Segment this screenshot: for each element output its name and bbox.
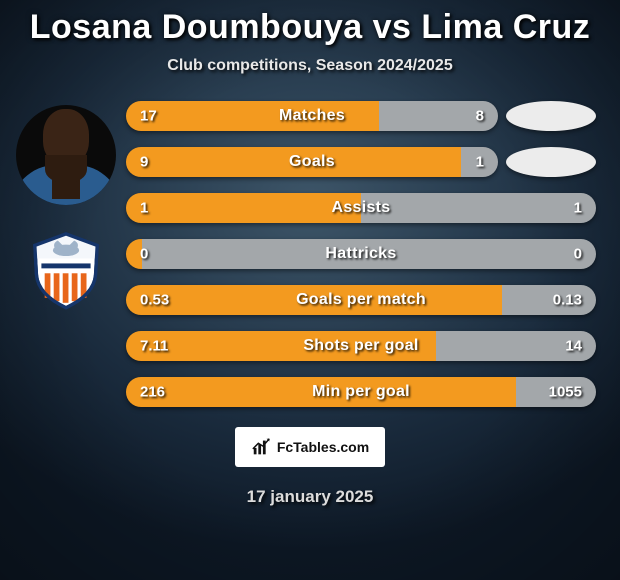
left-value: 7.11: [140, 338, 168, 355]
left-value: 9: [140, 154, 148, 171]
stat-bar: 0 0 Hattricks: [126, 239, 596, 269]
stat-row: 0.53 0.13 Goals per match: [126, 285, 596, 315]
stat-row: 7.11 14 Shots per goal: [126, 331, 596, 361]
bar-left-fill: [126, 193, 361, 223]
date-label: 17 january 2025: [247, 487, 374, 507]
stat-row: 17 8 Matches: [126, 101, 596, 131]
stat-bar: 216 1055 Min per goal: [126, 377, 596, 407]
metric-label: Min per goal: [312, 383, 410, 401]
subtitle: Club competitions, Season 2024/2025: [167, 57, 452, 75]
brand-text: FcTables.com: [277, 439, 369, 455]
stat-bar: 9 1 Goals: [126, 147, 498, 177]
right-value: 1: [574, 200, 582, 217]
brand-badge: FcTables.com: [235, 427, 385, 467]
shield-icon: [25, 229, 107, 311]
metric-label: Goals per match: [296, 291, 426, 309]
right-value: 1: [476, 154, 484, 171]
side-ellipse: [506, 101, 596, 131]
left-value: 0.53: [140, 292, 169, 309]
left-value: 1: [140, 200, 148, 217]
page-title: Losana Doumbouya vs Lima Cruz: [30, 8, 591, 47]
stat-bar: 7.11 14 Shots per goal: [126, 331, 596, 361]
main-area: 17 8 Matches 9 1 Goals 1 1 Assists 0 0 Hattricks 0.5…: [0, 101, 620, 407]
metric-label: Matches: [279, 107, 345, 125]
left-avatar-column: [6, 101, 126, 407]
stat-bars: 17 8 Matches 9 1 Goals 1 1 Assists 0 0 Hattricks 0.5…: [126, 101, 610, 407]
right-value: 1055: [549, 384, 582, 401]
stat-bar: 1 1 Assists: [126, 193, 596, 223]
metric-label: Shots per goal: [303, 337, 418, 355]
metric-label: Goals: [289, 153, 335, 171]
metric-label: Hattricks: [325, 245, 396, 263]
bar-right-fill: [361, 193, 596, 223]
left-value: 0: [140, 246, 148, 263]
stat-row: 0 0 Hattricks: [126, 239, 596, 269]
right-value: 0.13: [553, 292, 582, 309]
chart-icon: [251, 436, 273, 458]
right-value: 8: [476, 108, 484, 125]
right-value: 14: [565, 338, 582, 355]
right-value: 0: [574, 246, 582, 263]
metric-label: Assists: [331, 199, 390, 217]
left-value: 17: [140, 108, 157, 125]
stat-row: 1 1 Assists: [126, 193, 596, 223]
club-badge: [25, 229, 107, 311]
stat-row: 9 1 Goals: [126, 147, 596, 177]
left-value: 216: [140, 384, 165, 401]
side-ellipse: [506, 147, 596, 177]
player-avatar: [16, 105, 116, 205]
stat-row: 216 1055 Min per goal: [126, 377, 596, 407]
stat-bar: 17 8 Matches: [126, 101, 498, 131]
stat-bar: 0.53 0.13 Goals per match: [126, 285, 596, 315]
content-root: Losana Doumbouya vs Lima Cruz Club compe…: [0, 0, 620, 580]
